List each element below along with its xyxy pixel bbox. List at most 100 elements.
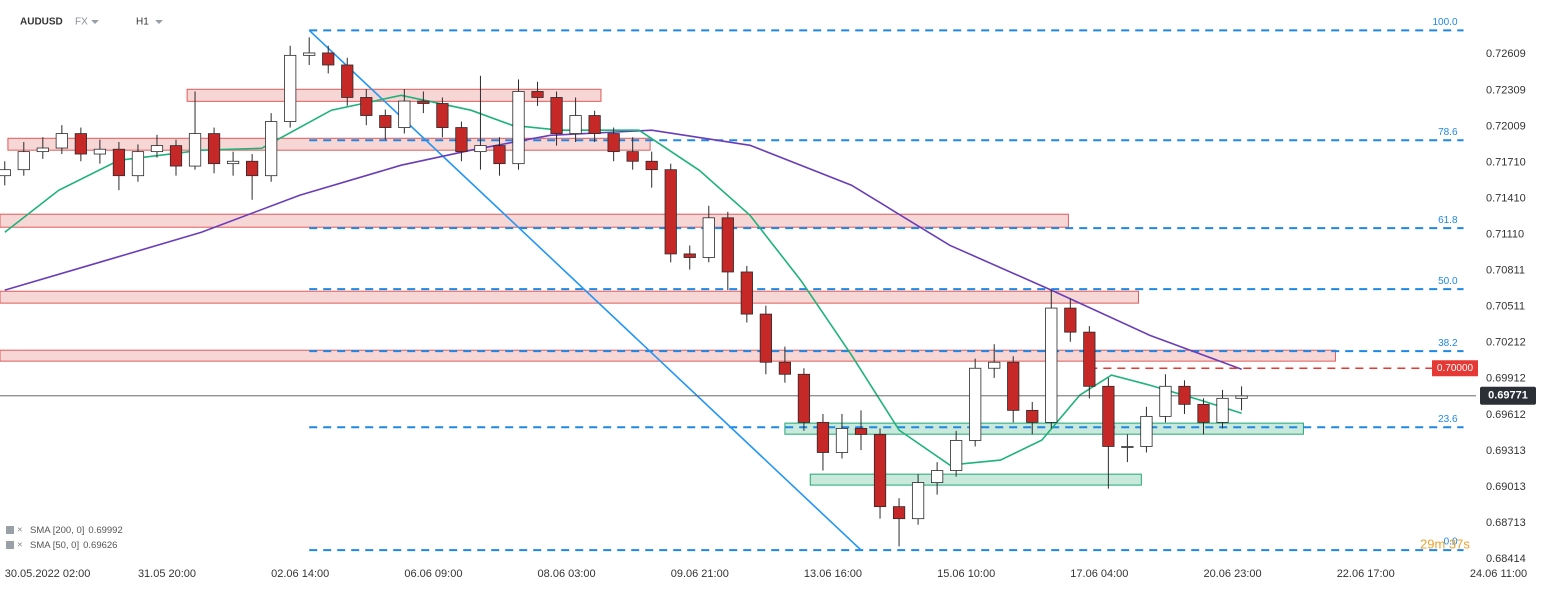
caret bbox=[91, 20, 99, 24]
candle-body bbox=[207, 133, 221, 165]
y-tick-label: 0.69912 bbox=[1486, 373, 1526, 385]
candle-body bbox=[873, 434, 887, 508]
y-tick-label: 0.69013 bbox=[1486, 481, 1526, 493]
y-tick-label: 0.69612 bbox=[1486, 409, 1526, 421]
candle-body bbox=[721, 217, 734, 273]
candle-body bbox=[1121, 446, 1134, 448]
legend-name: SMA [50, 0] bbox=[30, 540, 79, 551]
fib-label: 0.0 bbox=[1444, 537, 1458, 548]
fib-label: 100.0 bbox=[1433, 17, 1458, 28]
zone bbox=[0, 290, 1139, 304]
candle-body bbox=[607, 133, 620, 153]
x-tick-label: 02.06 14:00 bbox=[271, 568, 329, 580]
candle-body bbox=[988, 361, 1001, 369]
candle-body bbox=[455, 127, 468, 153]
y-tick-label: 0.71410 bbox=[1486, 192, 1526, 204]
candle-body bbox=[854, 428, 868, 435]
candle-body bbox=[131, 151, 145, 177]
candle-body bbox=[265, 121, 278, 177]
candle-body bbox=[417, 100, 430, 104]
countdown: 29m 37s bbox=[1420, 536, 1470, 551]
y-tick-label: 0.71110 bbox=[1486, 229, 1524, 241]
candle-body bbox=[0, 169, 11, 177]
x-tick-label: 31.05 20:00 bbox=[138, 568, 196, 580]
fib-label: 38.2 bbox=[1438, 338, 1458, 349]
y-tick-label: 0.70212 bbox=[1486, 337, 1526, 349]
candle-body bbox=[969, 367, 982, 441]
y-tick-label: 0.69313 bbox=[1486, 445, 1526, 457]
fib-label: 78.6 bbox=[1438, 127, 1458, 138]
candle-body bbox=[816, 422, 830, 453]
candle-body bbox=[664, 169, 677, 255]
legend-close: × bbox=[17, 525, 23, 536]
candle-body bbox=[1064, 307, 1077, 333]
candle-body bbox=[1235, 395, 1248, 399]
caret bbox=[155, 20, 163, 24]
candle-body bbox=[1178, 385, 1191, 405]
x-tick-label: 08.06 03:00 bbox=[538, 568, 596, 580]
candle-body bbox=[1007, 361, 1020, 411]
x-tick-label: 09.06 21:00 bbox=[671, 568, 729, 580]
candle-body bbox=[1083, 331, 1096, 387]
candle-body bbox=[341, 64, 354, 98]
candle-body bbox=[436, 103, 449, 128]
candle-body bbox=[93, 148, 107, 155]
candle-body bbox=[1102, 385, 1115, 447]
candle-body bbox=[1140, 415, 1153, 447]
candle-body bbox=[759, 313, 772, 363]
candle-body bbox=[474, 145, 487, 153]
candle-body bbox=[379, 115, 392, 128]
candle-body bbox=[74, 133, 87, 155]
symbol[interactable]: AUDUSD bbox=[20, 17, 63, 28]
x-tick-label: 30.05.2022 02:00 bbox=[5, 568, 91, 580]
legend-close: × bbox=[17, 540, 23, 551]
zone bbox=[7, 137, 651, 151]
candle-body bbox=[931, 470, 944, 483]
x-tick-label: 15.06 10:00 bbox=[937, 568, 995, 580]
last-price-label: 0.69771 bbox=[1488, 390, 1528, 402]
legend-icon bbox=[6, 526, 14, 534]
legend-entry: SMA [200, 0] 0.69992 bbox=[30, 525, 123, 536]
level-label-box bbox=[1432, 360, 1478, 377]
candle-body bbox=[569, 115, 582, 134]
legend-value: 0.69992 bbox=[88, 525, 122, 536]
x-tick-label: 20.06 23:00 bbox=[1204, 568, 1262, 580]
candle-body bbox=[645, 160, 658, 171]
candle-body bbox=[322, 52, 335, 66]
candle-body bbox=[36, 147, 49, 153]
candle-body bbox=[778, 361, 792, 375]
candle-body bbox=[950, 440, 963, 471]
y-tick-label: 0.68713 bbox=[1486, 517, 1526, 529]
candle-body bbox=[226, 160, 240, 165]
candle-body bbox=[1197, 403, 1210, 423]
last-price-box bbox=[1480, 386, 1536, 405]
sma-line bbox=[4, 129, 1242, 370]
zone bbox=[784, 422, 1304, 435]
x-tick-label: 06.06 09:00 bbox=[404, 568, 462, 580]
x-tick-label: 17.06 04:00 bbox=[1070, 568, 1128, 580]
candle-body bbox=[1045, 307, 1058, 423]
y-tick-label: 0.70511 bbox=[1486, 301, 1525, 313]
candle-body bbox=[512, 91, 525, 165]
y-tick-label: 0.72309 bbox=[1486, 84, 1526, 96]
y-tick-label: 0.72009 bbox=[1486, 120, 1526, 132]
y-tick-label: 0.72609 bbox=[1486, 48, 1526, 60]
candle-body bbox=[550, 97, 563, 134]
trend-line bbox=[308, 29, 862, 551]
market: FX bbox=[75, 17, 88, 28]
candle-body bbox=[360, 97, 373, 116]
candle-body bbox=[398, 100, 411, 128]
x-tick-label: 13.06 16:00 bbox=[804, 568, 862, 580]
level-label: 0.70000 bbox=[1437, 363, 1474, 374]
candle-body bbox=[17, 151, 30, 171]
interval[interactable]: H1 bbox=[136, 17, 149, 28]
candle-body bbox=[55, 133, 68, 149]
x-tick-label: 22.06 17:00 bbox=[1337, 568, 1395, 580]
candle-body bbox=[284, 54, 297, 122]
zone bbox=[0, 349, 1336, 362]
legend-name: SMA [200, 0] bbox=[30, 525, 84, 536]
candle-body bbox=[1216, 397, 1229, 423]
candle-body bbox=[1159, 385, 1172, 417]
candle-body bbox=[246, 160, 259, 177]
